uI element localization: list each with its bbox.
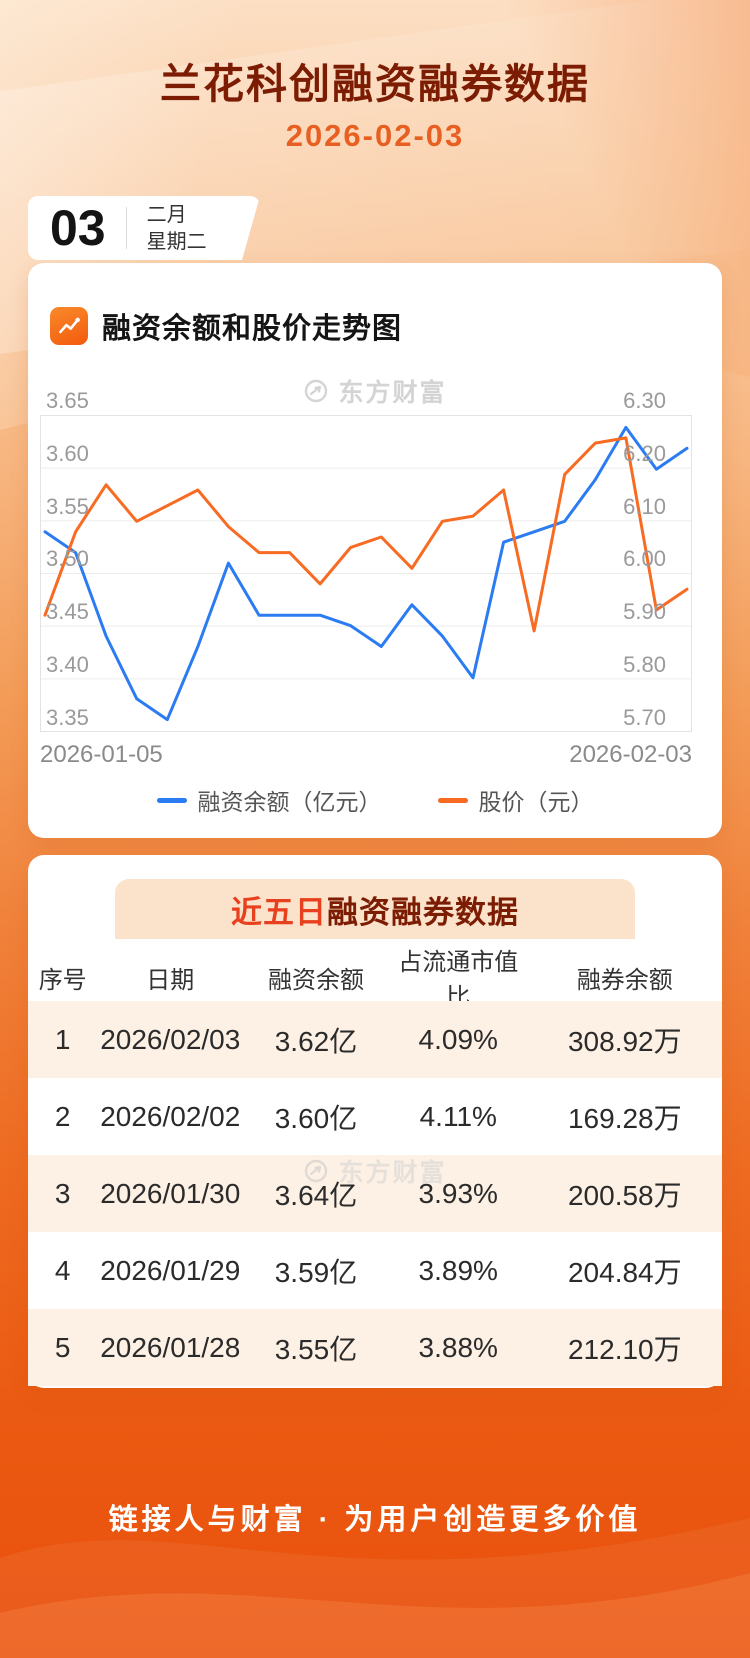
cell-market-cap-ratio: 3.89% (418, 1254, 498, 1286)
left-axis-tick: 3.35 (46, 705, 89, 730)
cell-date: 2026/02/03 (100, 1023, 241, 1055)
right-axis-tick: 5.90 (623, 599, 666, 624)
right-axis-tick: 6.30 (623, 388, 666, 413)
legend-item-price: 股价（元） (437, 783, 594, 817)
table-row: 1 2026/02/03 3.62亿 4.09% 308.92万 (28, 1001, 722, 1078)
cell-financing-balance: 3.59亿 (274, 1256, 358, 1288)
left-axis-tick: 3.65 (46, 388, 89, 413)
cell-financing-balance: 3.60亿 (274, 1102, 358, 1134)
table-title-tab: 近五日 融资融券数据 (115, 879, 635, 939)
table-header-row: 序号 日期 融资余额 占流通市值比 融券余额 (28, 949, 722, 1011)
left-axis-tick: 3.60 (46, 441, 89, 466)
x-axis-start-label: 2026-01-05 (40, 741, 163, 768)
right-axis-tick: 6.00 (623, 546, 666, 571)
right-axis-tick: 5.80 (623, 652, 666, 677)
cell-index: 5 (54, 1331, 71, 1363)
cell-financing-balance: 3.55亿 (274, 1333, 358, 1365)
cell-index: 1 (54, 1023, 71, 1055)
date-day: 03 (50, 200, 106, 256)
cell-market-cap-ratio: 4.09% (418, 1023, 498, 1055)
left-axis-tick: 3.50 (46, 546, 89, 571)
column-header-financing-balance: 融资余额 (267, 966, 364, 994)
footer-wave-decoration (0, 1518, 750, 1658)
chart-section-header: 融资余额和股价走势图 (50, 305, 402, 347)
column-header-index: 序号 (38, 966, 87, 994)
left-axis-tick: 3.45 (46, 599, 89, 624)
chart-watermark: 东方财富 (28, 373, 722, 409)
date-weekday: 星期二 (146, 230, 207, 253)
footer-slogan: 链接人与财富 · 为用户创造更多价值 (108, 1504, 642, 1536)
date-month: 二月 (146, 203, 187, 226)
cell-index: 2 (54, 1100, 71, 1132)
table-row: 5 2026/01/28 3.55亿 3.88% 212.10万 (28, 1309, 722, 1386)
cell-securities-balance: 212.10万 (567, 1333, 682, 1365)
cell-index: 4 (54, 1254, 71, 1286)
right-axis-tick: 5.70 (623, 705, 666, 730)
chart-watermark-text: 东方财富 (338, 379, 447, 407)
table-title-highlight: 近五日 (231, 894, 327, 930)
cell-date: 2026/01/30 (100, 1177, 241, 1209)
table-row: 2 2026/02/02 3.60亿 4.11% 169.28万 (28, 1078, 722, 1155)
eastmoney-logo-icon (305, 379, 328, 403)
left-axis-tick: 3.55 (46, 494, 89, 519)
header-date: 2026-02-03 (285, 118, 465, 153)
legend-label-price: 股价（元） (478, 789, 594, 815)
right-axis-tick: 6.10 (623, 494, 666, 519)
chart-legend: 融资余额（亿元） 股价（元） (28, 783, 722, 817)
line-chart-svg (40, 415, 692, 732)
cell-date: 2026/01/29 (100, 1254, 241, 1286)
x-axis-end-label: 2026-02-03 (569, 741, 692, 768)
column-header-market-cap-ratio: 占流通市值比 (398, 949, 519, 1011)
table-title-rest: 融资融券数据 (327, 894, 519, 930)
page-title: 兰花科创融资融券数据 (160, 61, 590, 107)
table-body: 1 2026/02/03 3.62亿 4.09% 308.92万 2 2026/… (28, 1001, 722, 1386)
legend-swatch-orange (437, 797, 468, 803)
cell-index: 3 (54, 1177, 71, 1209)
cell-date: 2026/01/28 (100, 1331, 241, 1363)
x-axis-labels: 2026-01-05 2026-02-03 (40, 741, 692, 769)
cell-financing-balance: 3.62亿 (274, 1025, 358, 1057)
chart-section-title: 融资余额和股价走势图 (102, 313, 403, 345)
column-header-securities-balance: 融券余额 (576, 966, 673, 994)
cell-date: 2026/02/02 (100, 1100, 241, 1132)
cell-securities-balance: 200.58万 (567, 1179, 682, 1211)
left-axis-tick: 3.40 (46, 652, 89, 677)
right-axis-tick: 6.20 (623, 441, 666, 466)
date-card: 03 二月 星期二 (28, 196, 260, 260)
cell-market-cap-ratio: 3.88% (418, 1331, 498, 1363)
cell-securities-balance: 169.28万 (567, 1102, 682, 1134)
legend-item-financing: 融资余额（亿元） (156, 783, 382, 817)
cell-securities-balance: 204.84万 (567, 1256, 682, 1288)
line-chart-icon (50, 307, 88, 345)
line-chart-plot-area: 3.65 3.60 3.55 3.50 3.45 3.40 3.35 6.30 … (40, 390, 692, 732)
legend-label-financing: 融资余额（亿元） (197, 789, 382, 815)
cell-market-cap-ratio: 4.11% (419, 1100, 497, 1132)
chart-card: 融资余额和股价走势图 东方财富 3.65 3.60 3.55 3.50 3.45… (28, 263, 722, 838)
table-row: 3 2026/01/30 3.64亿 3.93% 200.58万 (28, 1155, 722, 1232)
table-card: 近五日 融资融券数据 序号 日期 融资余额 占流通市值比 融券余额 1 2026/… (28, 855, 722, 1388)
column-header-date: 日期 (146, 966, 195, 994)
cell-financing-balance: 3.64亿 (274, 1179, 358, 1211)
cell-securities-balance: 308.92万 (567, 1025, 682, 1057)
table-row: 4 2026/01/29 3.59亿 3.89% 204.84万 (28, 1232, 722, 1309)
date-card-divider (126, 207, 127, 249)
cell-market-cap-ratio: 3.93% (418, 1177, 498, 1209)
legend-swatch-blue (156, 797, 187, 803)
